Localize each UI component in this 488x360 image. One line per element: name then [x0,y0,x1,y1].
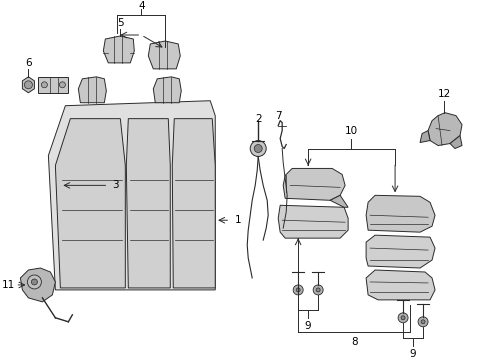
Circle shape [24,81,32,89]
Circle shape [27,275,41,289]
Circle shape [296,288,300,292]
Polygon shape [329,195,347,207]
Polygon shape [126,119,170,288]
Text: 2: 2 [254,114,261,123]
Circle shape [417,317,427,327]
Circle shape [293,285,303,295]
Polygon shape [278,205,347,238]
Polygon shape [427,113,461,145]
Polygon shape [419,131,429,143]
Circle shape [41,82,47,88]
Text: 5: 5 [117,18,123,28]
Polygon shape [449,136,461,149]
Polygon shape [366,235,434,268]
Circle shape [316,288,320,292]
Text: 10: 10 [344,126,357,136]
Circle shape [59,82,65,88]
Polygon shape [153,77,181,103]
Circle shape [31,279,37,285]
Polygon shape [48,101,215,290]
Text: 1: 1 [234,215,241,225]
Text: 3: 3 [112,180,119,190]
Circle shape [254,144,262,153]
Text: 7: 7 [274,111,281,121]
Polygon shape [55,119,125,288]
Text: 8: 8 [350,337,357,347]
Polygon shape [103,36,134,63]
Polygon shape [172,119,215,288]
Polygon shape [366,270,434,300]
Circle shape [250,140,265,157]
Circle shape [312,285,323,295]
Text: 4: 4 [138,1,144,11]
Circle shape [397,313,407,323]
Polygon shape [39,77,68,93]
Polygon shape [283,168,345,200]
Polygon shape [366,195,434,232]
Polygon shape [148,41,180,69]
Polygon shape [20,268,55,302]
Text: 6: 6 [25,58,32,68]
Text: 9: 9 [304,321,311,331]
Circle shape [420,320,424,324]
Polygon shape [78,77,106,103]
Text: 11: 11 [2,280,15,290]
Circle shape [400,316,404,320]
Text: 12: 12 [437,89,450,99]
Text: 9: 9 [409,348,415,359]
Polygon shape [22,77,34,93]
